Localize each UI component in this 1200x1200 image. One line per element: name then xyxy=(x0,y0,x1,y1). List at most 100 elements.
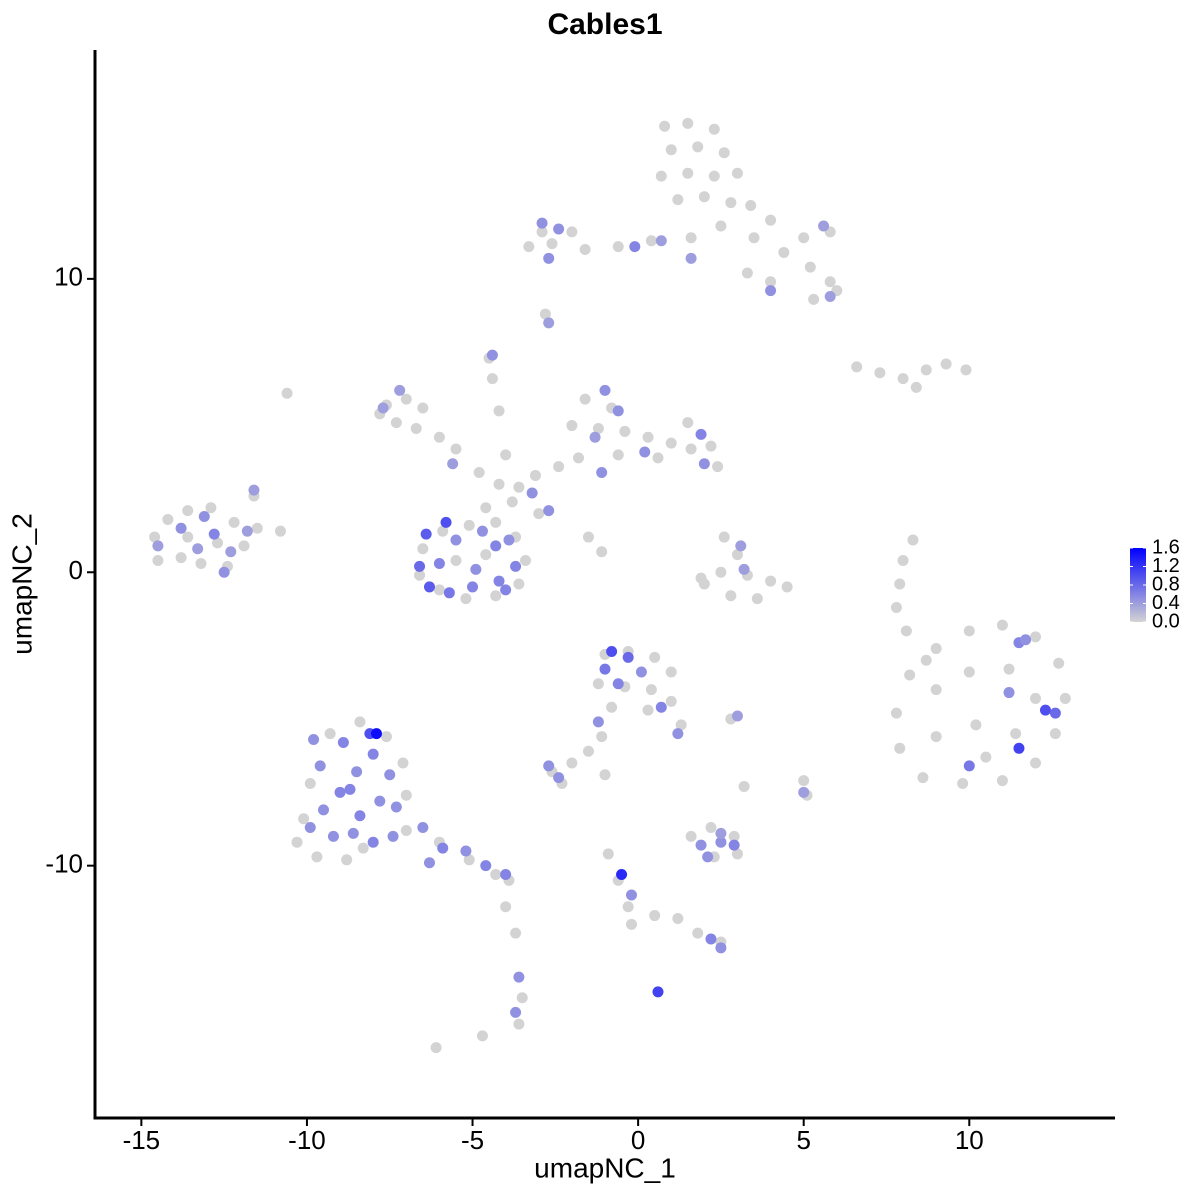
point xyxy=(1030,631,1042,643)
point xyxy=(712,461,724,473)
point xyxy=(513,971,525,983)
point xyxy=(596,731,608,743)
point xyxy=(1010,728,1022,740)
point xyxy=(566,226,578,238)
point xyxy=(536,217,548,229)
point xyxy=(304,822,316,834)
point xyxy=(337,736,349,748)
point xyxy=(894,578,906,590)
point xyxy=(351,766,363,778)
point xyxy=(635,666,647,678)
point xyxy=(423,581,435,593)
point xyxy=(205,502,217,514)
point xyxy=(907,534,919,546)
point xyxy=(311,851,323,863)
y-axis-title: umapNC_2 xyxy=(6,513,37,655)
point xyxy=(417,822,429,834)
point xyxy=(625,889,637,901)
colorbar-label: 1.2 xyxy=(1152,555,1180,577)
point xyxy=(698,191,710,203)
point xyxy=(192,543,204,555)
point xyxy=(582,531,594,543)
point xyxy=(960,364,972,376)
point xyxy=(705,822,717,834)
point xyxy=(1039,704,1051,716)
point xyxy=(798,775,810,787)
point xyxy=(467,581,479,593)
point xyxy=(486,373,498,385)
point xyxy=(685,830,697,842)
x-tick-label: 5 xyxy=(796,1125,810,1155)
point xyxy=(543,252,555,264)
point xyxy=(520,555,532,567)
point xyxy=(433,557,445,569)
point xyxy=(553,772,565,784)
point xyxy=(705,933,717,945)
point xyxy=(490,868,502,880)
point xyxy=(437,842,449,854)
point xyxy=(308,734,320,746)
x-tick-label: -15 xyxy=(123,1125,161,1155)
point xyxy=(894,742,906,754)
point xyxy=(334,786,346,798)
point xyxy=(533,508,545,520)
point xyxy=(920,364,932,376)
point xyxy=(539,308,551,320)
point xyxy=(1020,634,1032,646)
point xyxy=(897,555,909,567)
point xyxy=(665,695,677,707)
point xyxy=(970,719,982,731)
point xyxy=(652,452,664,464)
point xyxy=(354,810,366,822)
point xyxy=(500,449,512,461)
point xyxy=(417,543,429,555)
point xyxy=(622,901,634,913)
point xyxy=(510,927,522,939)
colorbar xyxy=(1130,548,1146,622)
point xyxy=(503,534,515,546)
point xyxy=(996,775,1008,787)
point xyxy=(612,678,624,690)
point xyxy=(579,244,591,256)
colorbar-label: 1.6 xyxy=(1152,536,1180,558)
point xyxy=(910,381,922,393)
point xyxy=(645,235,657,247)
point xyxy=(423,857,435,869)
point xyxy=(175,552,187,564)
point xyxy=(612,241,624,253)
point xyxy=(480,502,492,514)
point xyxy=(380,731,392,743)
point xyxy=(731,848,743,860)
point xyxy=(592,716,604,728)
point xyxy=(573,452,585,464)
point xyxy=(642,704,654,716)
point xyxy=(798,232,810,244)
point xyxy=(963,760,975,772)
point xyxy=(430,1042,442,1054)
point xyxy=(347,827,359,839)
point xyxy=(897,373,909,385)
point xyxy=(738,563,750,575)
point xyxy=(414,569,426,581)
point xyxy=(692,141,704,153)
point xyxy=(582,745,594,757)
point xyxy=(400,393,412,405)
point xyxy=(543,760,555,772)
point xyxy=(957,778,969,790)
point xyxy=(781,581,793,593)
point xyxy=(589,431,601,443)
axes: -15 -10 -5 0 5 10 -10 0 10 0.00.40.81.21.6 xyxy=(45,50,1180,1155)
point xyxy=(765,214,777,226)
point xyxy=(480,549,492,561)
point xyxy=(702,851,714,863)
point xyxy=(513,578,525,590)
point xyxy=(394,384,406,396)
point xyxy=(536,226,548,238)
point xyxy=(414,560,426,572)
point xyxy=(162,513,174,525)
point xyxy=(639,446,651,458)
point xyxy=(698,458,710,470)
point xyxy=(152,540,164,552)
point xyxy=(765,285,777,297)
point xyxy=(622,651,634,663)
